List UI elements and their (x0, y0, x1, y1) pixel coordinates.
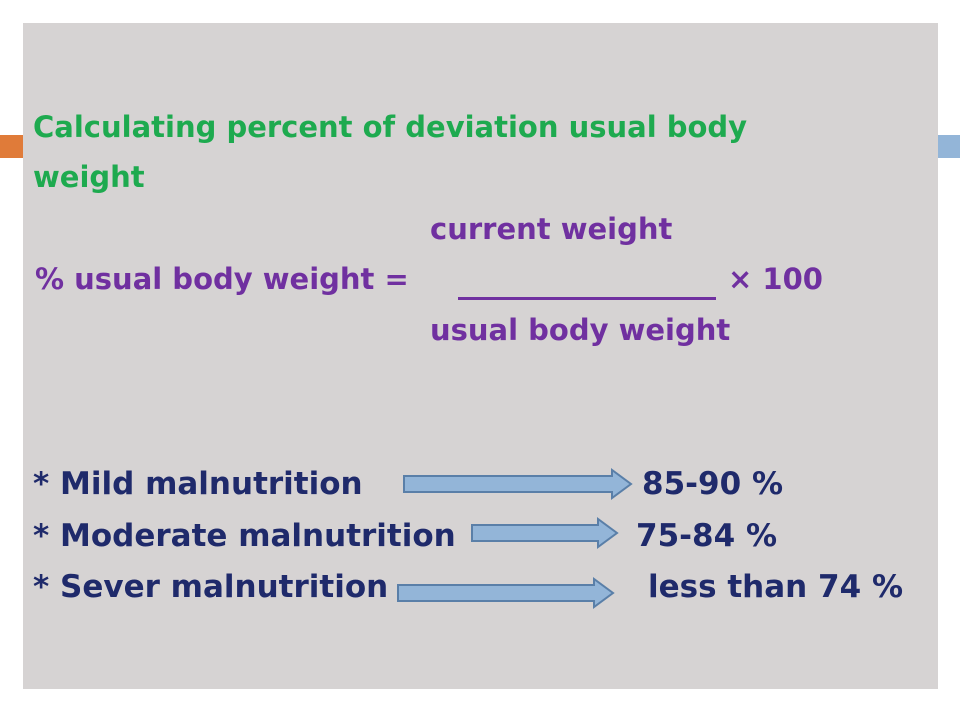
formula-denominator: usual body weight (430, 313, 731, 347)
classification-label-severe: * Sever malnutrition (33, 569, 389, 605)
formula-left-side: % usual body weight = (35, 262, 409, 296)
title-line-1: Calculating percent of deviation usual b… (33, 110, 748, 144)
classification-label-moderate: * Moderate malnutrition (33, 518, 456, 554)
accent-bar-right (938, 135, 960, 158)
formula-multiplier: × 100 (728, 262, 823, 296)
arrow-right-icon (397, 577, 615, 609)
formula-numerator: current weight (430, 212, 673, 246)
classification-value-moderate: 75-84 % (636, 518, 777, 554)
slide-panel (23, 23, 938, 689)
classification-label-mild: * Mild malnutrition (33, 466, 363, 502)
fraction-line (458, 297, 716, 300)
title-line-2: weight (33, 160, 145, 194)
classification-value-severe: less than 74 % (648, 569, 904, 605)
arrow-right-icon (403, 468, 633, 500)
classification-value-mild: 85-90 % (642, 466, 783, 502)
arrow-right-icon (471, 517, 619, 549)
accent-bar-left (0, 135, 23, 158)
